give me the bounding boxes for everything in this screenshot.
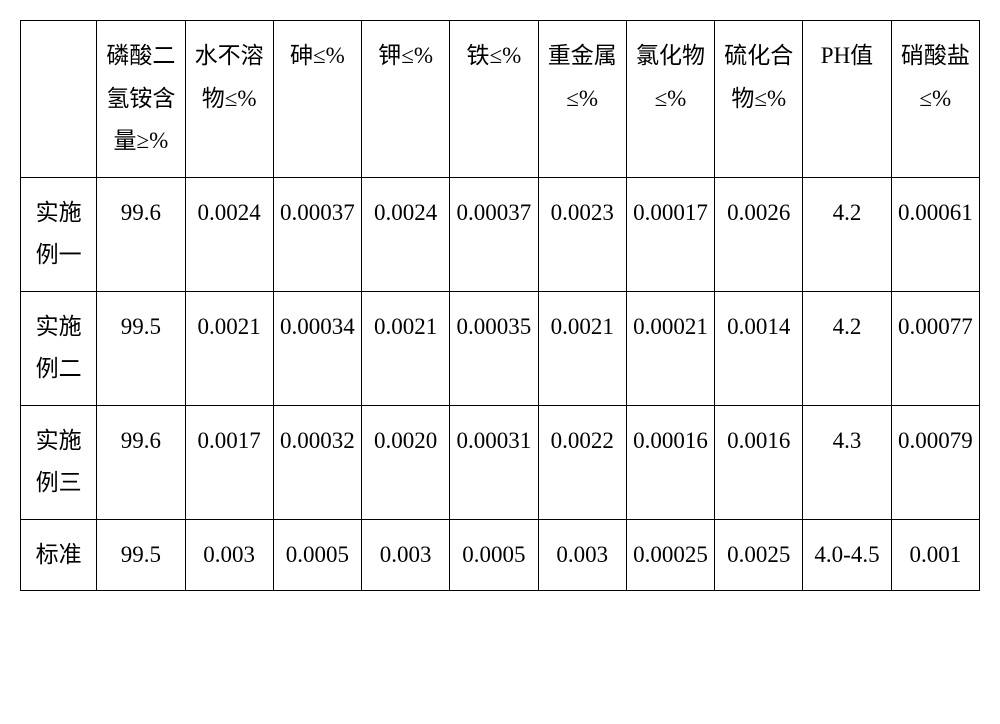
table-cell: 0.00079 bbox=[891, 405, 979, 519]
table-cell: 0.00025 bbox=[626, 519, 714, 591]
table-cell: 0.00016 bbox=[626, 405, 714, 519]
table-cell: 0.0014 bbox=[715, 291, 803, 405]
table-cell: 0.00021 bbox=[626, 291, 714, 405]
column-header: 硝酸盐≤% bbox=[891, 21, 979, 178]
table-cell: 0.00061 bbox=[891, 177, 979, 291]
table-cell: 0.00017 bbox=[626, 177, 714, 291]
table-cell: 99.5 bbox=[97, 291, 185, 405]
column-header: 重金属≤% bbox=[538, 21, 626, 178]
table-cell: 4.0-4.5 bbox=[803, 519, 891, 591]
table-row: 实施例一 99.6 0.0024 0.00037 0.0024 0.00037 … bbox=[21, 177, 980, 291]
table-cell: 0.0016 bbox=[715, 405, 803, 519]
table-cell: 0.0017 bbox=[185, 405, 273, 519]
table-cell: 0.00031 bbox=[450, 405, 538, 519]
table-cell: 99.6 bbox=[97, 177, 185, 291]
column-header: 钾≤% bbox=[362, 21, 450, 178]
table-cell: 0.00077 bbox=[891, 291, 979, 405]
table-cell: 0.0021 bbox=[538, 291, 626, 405]
table-cell: 4.3 bbox=[803, 405, 891, 519]
table-cell: 0.00032 bbox=[273, 405, 361, 519]
row-label: 标准 bbox=[21, 519, 97, 591]
column-header: 砷≤% bbox=[273, 21, 361, 178]
table-row: 实施例二 99.5 0.0021 0.00034 0.0021 0.00035 … bbox=[21, 291, 980, 405]
table-cell: 0.003 bbox=[538, 519, 626, 591]
table-cell: 99.5 bbox=[97, 519, 185, 591]
table-cell: 0.00037 bbox=[450, 177, 538, 291]
table-header-row: 磷酸二氢铵含量≥% 水不溶物≤% 砷≤% 钾≤% 铁≤% 重金属≤% 氯化物≤%… bbox=[21, 21, 980, 178]
table-cell: 4.2 bbox=[803, 291, 891, 405]
table-cell: 0.00035 bbox=[450, 291, 538, 405]
column-header: 铁≤% bbox=[450, 21, 538, 178]
table-cell: 0.0024 bbox=[362, 177, 450, 291]
row-label: 实施例二 bbox=[21, 291, 97, 405]
table-cell: 0.0021 bbox=[185, 291, 273, 405]
table-cell: 0.001 bbox=[891, 519, 979, 591]
table-cell: 0.003 bbox=[185, 519, 273, 591]
table-cell: 0.0005 bbox=[273, 519, 361, 591]
table-cell: 0.0020 bbox=[362, 405, 450, 519]
data-table-container: 磷酸二氢铵含量≥% 水不溶物≤% 砷≤% 钾≤% 铁≤% 重金属≤% 氯化物≤%… bbox=[20, 20, 980, 591]
column-header bbox=[21, 21, 97, 178]
table-row: 标准 99.5 0.003 0.0005 0.003 0.0005 0.003 … bbox=[21, 519, 980, 591]
table-cell: 0.0026 bbox=[715, 177, 803, 291]
table-cell: 0.0024 bbox=[185, 177, 273, 291]
table-cell: 0.00034 bbox=[273, 291, 361, 405]
table-cell: 0.0025 bbox=[715, 519, 803, 591]
table-cell: 0.0005 bbox=[450, 519, 538, 591]
row-label: 实施例一 bbox=[21, 177, 97, 291]
table-cell: 0.003 bbox=[362, 519, 450, 591]
row-label: 实施例三 bbox=[21, 405, 97, 519]
column-header: 硫化合物≤% bbox=[715, 21, 803, 178]
table-cell: 0.0023 bbox=[538, 177, 626, 291]
table-cell: 0.0021 bbox=[362, 291, 450, 405]
table-cell: 0.0022 bbox=[538, 405, 626, 519]
table-cell: 0.00037 bbox=[273, 177, 361, 291]
column-header: 水不溶物≤% bbox=[185, 21, 273, 178]
table-cell: 99.6 bbox=[97, 405, 185, 519]
table-cell: 4.2 bbox=[803, 177, 891, 291]
column-header: 氯化物≤% bbox=[626, 21, 714, 178]
column-header: 磷酸二氢铵含量≥% bbox=[97, 21, 185, 178]
column-header: PH值 bbox=[803, 21, 891, 178]
table-row: 实施例三 99.6 0.0017 0.00032 0.0020 0.00031 … bbox=[21, 405, 980, 519]
data-table: 磷酸二氢铵含量≥% 水不溶物≤% 砷≤% 钾≤% 铁≤% 重金属≤% 氯化物≤%… bbox=[20, 20, 980, 591]
